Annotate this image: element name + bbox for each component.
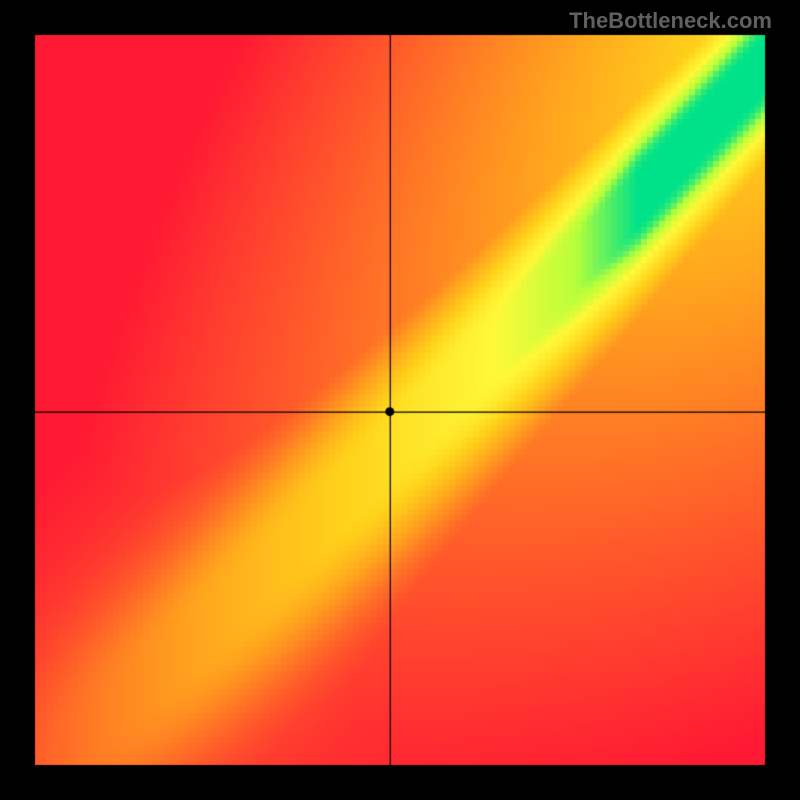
branding-watermark: TheBottleneck.com xyxy=(569,8,772,34)
chart-container: TheBottleneck.com xyxy=(0,0,800,800)
bottleneck-heatmap xyxy=(0,0,800,800)
